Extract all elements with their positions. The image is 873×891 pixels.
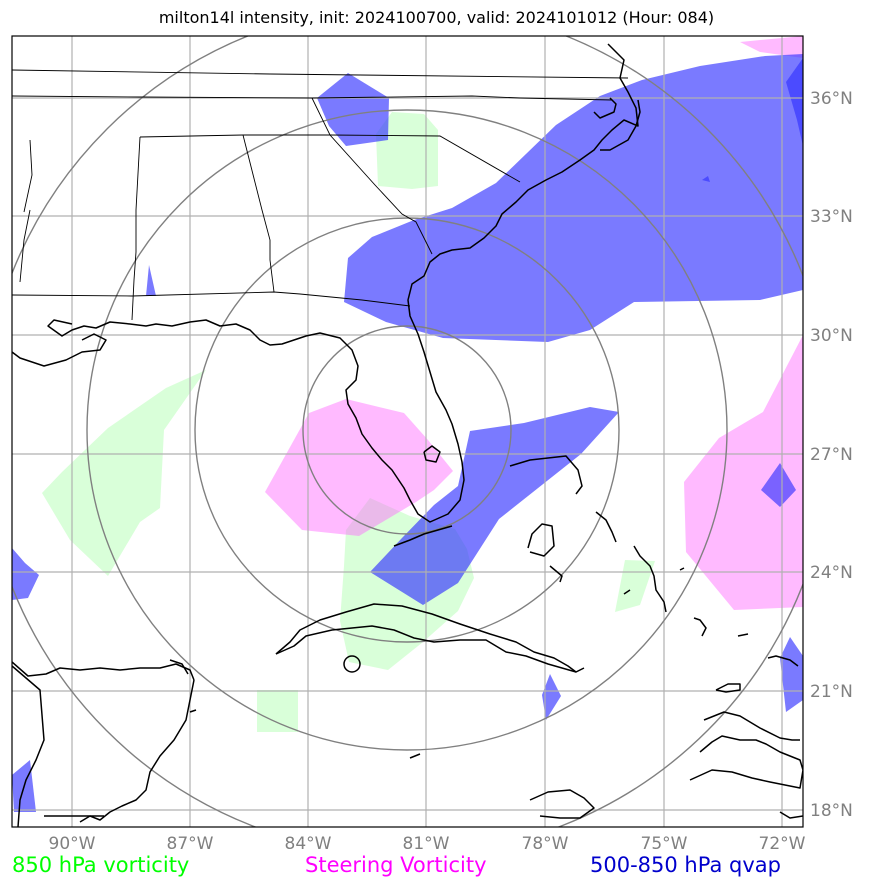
legend-850-vorticity: 850 hPa vorticity [12, 853, 190, 877]
lat-label-36n: 36°N [810, 89, 853, 109]
lon-label-78w: 78°W [522, 834, 569, 854]
lon-label-84w: 84°W [285, 834, 332, 854]
coastlines [12, 43, 803, 827]
lon-label-81w: 81°W [403, 834, 450, 854]
lat-label-24n: 24°N [810, 563, 853, 583]
lat-label-18n: 18°N [810, 801, 853, 821]
distance-rings [12, 36, 803, 827]
lat-label-30n: 30°N [810, 326, 853, 346]
lat-label-33n: 33°N [810, 207, 853, 227]
state-boundaries [12, 69, 629, 321]
lon-label-72w: 72°W [759, 834, 806, 854]
lat-label-21n: 21°N [810, 682, 853, 702]
legend-steering-vorticity: Steering Vorticity [305, 853, 487, 877]
lat-label-27n: 27°N [810, 445, 853, 465]
map-title: milton14l intensity, init: 2024100700, v… [158, 8, 715, 27]
magenta-vorticity-areas [265, 36, 803, 610]
lon-label-87w: 87°W [167, 834, 214, 854]
plot-frame [11, 35, 804, 828]
legend-qvap: 500-850 hPa qvap [590, 853, 781, 877]
lon-label-90w: 90°W [49, 834, 96, 854]
lon-label-75w: 75°W [641, 834, 688, 854]
graticule [12, 36, 803, 827]
